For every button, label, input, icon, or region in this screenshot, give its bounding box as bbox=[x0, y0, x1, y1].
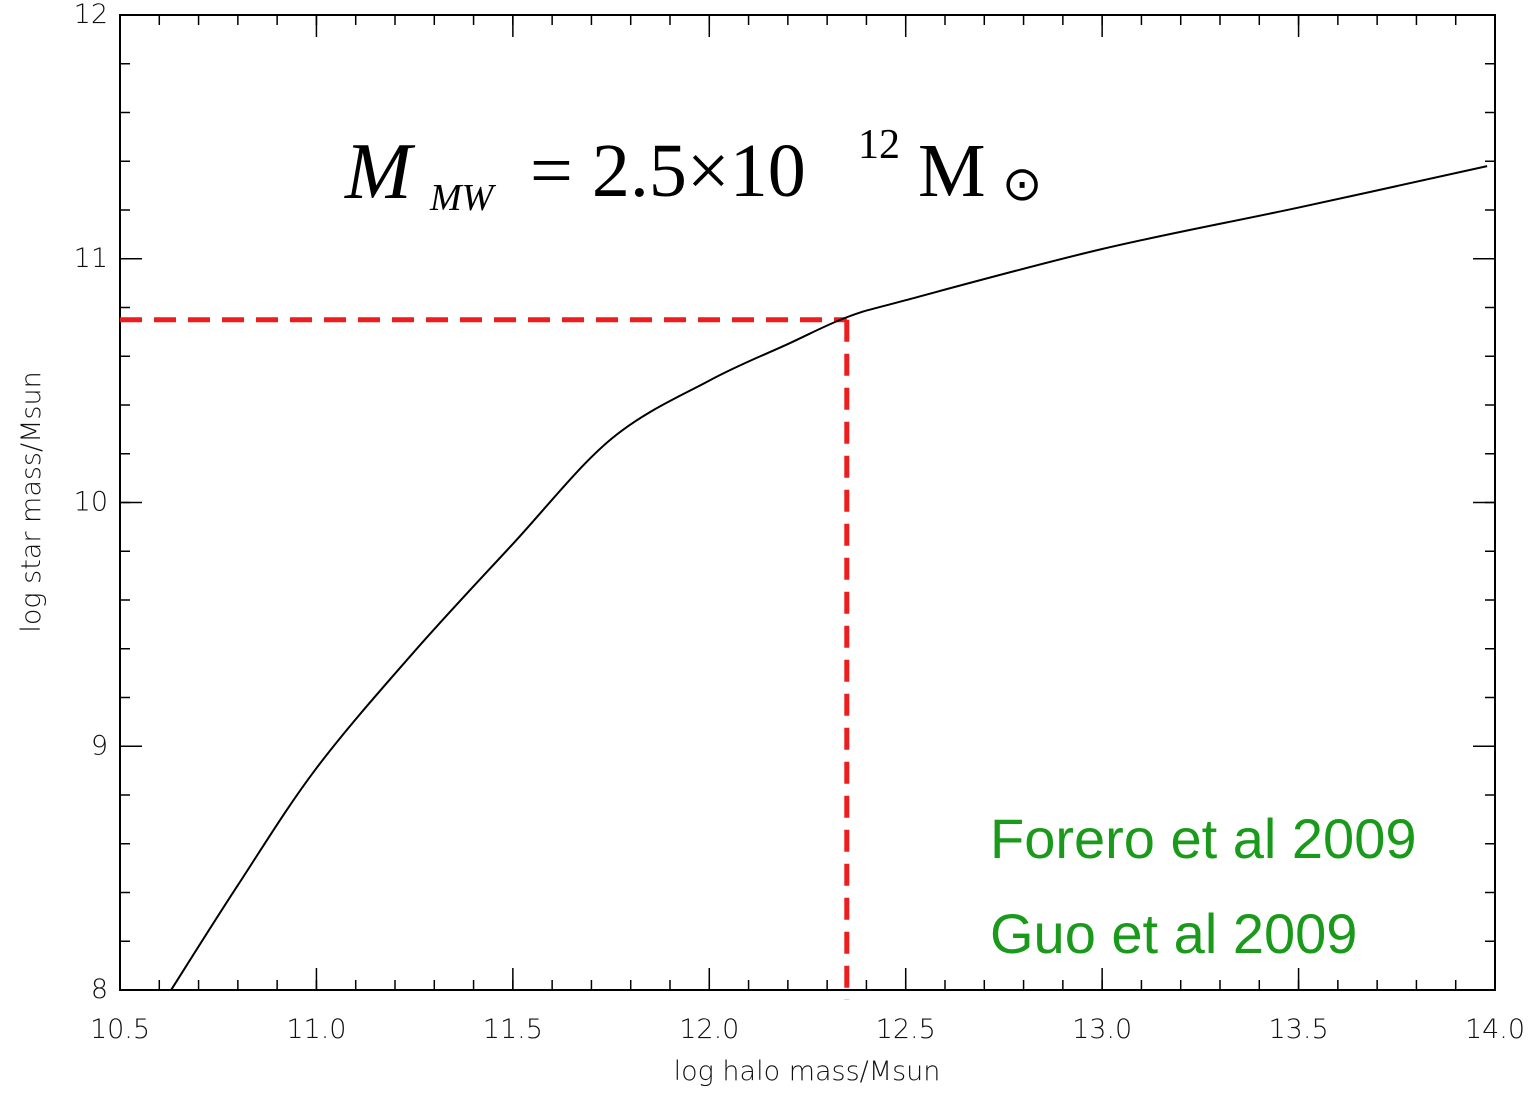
y-tick-label: 9 bbox=[91, 730, 108, 761]
formula: M MW = 2.5×10 12 M ⊙ bbox=[344, 122, 1042, 219]
x-tick-label: 13.0 bbox=[1072, 1014, 1132, 1045]
x-tick-label: 12.0 bbox=[679, 1014, 739, 1045]
formula-equals: = 2.5×10 bbox=[530, 129, 806, 213]
y-tick-label: 11 bbox=[74, 243, 108, 274]
formula-subscript: MW bbox=[429, 177, 497, 219]
annotation: Forero et al 2009 bbox=[990, 807, 1416, 870]
y-tick-label: 12 bbox=[74, 0, 108, 30]
x-tick-label: 11.5 bbox=[483, 1014, 543, 1045]
y-tick-label: 10 bbox=[74, 487, 108, 518]
x-axis-label: log halo mass/Msun bbox=[674, 1056, 941, 1087]
x-tick-label: 11.0 bbox=[286, 1014, 346, 1045]
formula-symbol: M bbox=[344, 128, 416, 216]
formula-exponent: 12 bbox=[858, 122, 900, 168]
formula-unit-sub: ⊙ bbox=[1002, 158, 1042, 211]
data-line bbox=[170, 165, 1488, 991]
formula-unit: M bbox=[918, 129, 986, 213]
x-tick-label: 14.0 bbox=[1465, 1014, 1525, 1045]
annotation: Guo et al 2009 bbox=[990, 902, 1357, 965]
x-tick-label: 13.5 bbox=[1269, 1014, 1329, 1045]
x-tick-label: 12.5 bbox=[876, 1014, 936, 1045]
x-tick-label: 10.5 bbox=[90, 1014, 150, 1045]
y-tick-label: 8 bbox=[91, 974, 108, 1005]
y-axis-label: log star mass/Msun bbox=[16, 371, 47, 632]
